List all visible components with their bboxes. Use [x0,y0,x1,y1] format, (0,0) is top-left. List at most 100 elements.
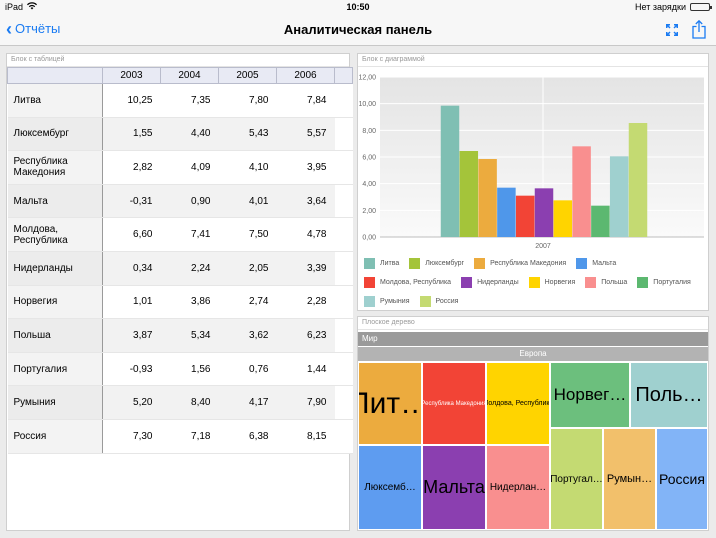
legend-item[interactable]: Португалия [637,276,691,288]
table-cell[interactable]: 1,55 [102,117,161,152]
share-icon[interactable] [692,20,706,39]
treemap-cell[interactable]: Лит… [358,362,422,445]
legend-item[interactable]: Россия [419,295,458,307]
y-tick-label: 2,00 [362,208,376,215]
row-header: Молдова, Республика [7,217,103,252]
treemap-cell[interactable]: Мальта [422,445,486,530]
treemap-cell[interactable]: Люксемб… [358,445,422,530]
table-cell[interactable]: 7,41 [160,217,219,252]
page-title: Аналитическая панель [283,22,433,37]
bar-4 [497,187,516,237]
table-cell[interactable]: 5,34 [160,318,219,353]
bar-3 [478,159,497,237]
treemap-cell[interactable]: Россия [656,428,708,530]
treemap-root-header[interactable]: Мир [358,332,708,346]
table-row[interactable]: Россия 7,30 7,18 6,38 8,15 [7,419,353,454]
legend-item[interactable]: Норвегия [528,276,575,288]
legend-swatch [419,295,431,307]
table-cell[interactable]: 2,82 [102,150,161,185]
table-cell[interactable]: 2,28 [276,285,335,320]
column-header[interactable]: 2005 [218,67,277,84]
table-cell[interactable]: 6,60 [102,217,161,252]
table-cell[interactable]: 4,09 [160,150,219,185]
table-cell[interactable]: 3,64 [276,184,335,219]
legend-label: Польша [601,278,628,286]
table-cell[interactable]: 5,57 [276,117,335,152]
table-cell[interactable]: 4,10 [218,150,277,185]
treemap-cell[interactable]: Поль… [630,362,708,428]
legend-item[interactable]: Польша [585,276,627,288]
table-cell[interactable]: 1,56 [160,352,219,387]
legend-swatch [364,295,375,307]
table-row[interactable]: Молдова, Республика 6,60 7,41 7,50 4,78 [7,217,353,252]
treemap-cell[interactable]: Норвег… [550,362,630,428]
table-block: Блок с таблицей 2003 2004 2005 2006 Литв… [6,53,353,531]
legend-item[interactable]: Молдова, Республика [364,276,451,288]
treemap-cell[interactable]: Республика Македония [422,362,486,445]
table-cell[interactable]: 0,90 [160,184,219,219]
treemap-cell[interactable]: Португал… [550,428,603,530]
table-cell[interactable]: 3,62 [218,318,277,353]
table-cell[interactable]: 7,30 [102,419,161,454]
table-row[interactable]: Румыния 5,20 8,40 4,17 7,90 [7,385,353,420]
back-button[interactable]: ‹ Отчёты [6,20,60,38]
table-cell[interactable]: 5,20 [102,385,161,420]
table-cell[interactable]: 4,01 [218,184,277,219]
treemap-cell[interactable]: Нидерлан… [486,445,550,530]
table-cell[interactable]: 8,40 [160,385,219,420]
table-cell[interactable]: 5,43 [218,117,277,152]
treemap-group-header[interactable]: Европа [358,347,708,361]
table-row[interactable]: Португалия -0,93 1,56 0,76 1,44 [7,352,353,387]
row-filler [334,83,353,118]
table-cell[interactable]: 4,78 [276,217,335,252]
table-cell[interactable]: 7,80 [218,83,277,118]
table-row[interactable]: Люксембург 1,55 4,40 5,43 5,57 [7,117,353,152]
table-row[interactable]: Мальта -0,31 0,90 4,01 3,64 [7,184,353,219]
table-row[interactable]: Республика Македония 2,82 4,09 4,10 3,95 [7,150,353,185]
table-cell[interactable]: 7,18 [160,419,219,454]
legend-item[interactable]: Люксембург [409,257,464,269]
table-cell[interactable]: 2,24 [160,251,219,286]
legend-item[interactable]: Республика Македония [474,257,566,269]
treemap-cell[interactable]: Румын… [603,428,656,530]
table-cell[interactable]: 7,84 [276,83,335,118]
table-cell[interactable]: 2,05 [218,251,277,286]
table-cell[interactable]: 4,40 [160,117,219,152]
table-row[interactable]: Польша 3,87 5,34 3,62 6,23 [7,318,353,353]
table-cell[interactable]: 3,39 [276,251,335,286]
legend-item[interactable]: Мальта [576,257,616,269]
table-row[interactable]: Литва 10,25 7,35 7,80 7,84 [7,83,353,118]
column-header[interactable]: 2004 [160,67,219,84]
table-cell[interactable]: 1,01 [102,285,161,320]
table-cell[interactable]: 7,50 [218,217,277,252]
table-cell[interactable]: 0,34 [102,251,161,286]
table-row[interactable]: Норвегия 1,01 3,86 2,74 2,28 [7,285,353,320]
table-cell[interactable]: 6,23 [276,318,335,353]
table-cell[interactable]: -0,93 [102,352,161,387]
table-cell[interactable]: 10,25 [102,83,161,118]
table-cell[interactable]: 3,86 [160,285,219,320]
table-cell[interactable]: 0,76 [218,352,277,387]
y-tick-label: 8,00 [362,128,376,135]
column-header[interactable]: 2006 [276,67,335,84]
table-cell[interactable]: 1,44 [276,352,335,387]
table-cell[interactable]: 3,95 [276,150,335,185]
table-cell[interactable]: 7,90 [276,385,335,420]
table-cell[interactable]: 8,15 [276,419,335,454]
table-cell[interactable]: 7,35 [160,83,219,118]
bar-chart: 0,00 2,00 4,00 6,00 8,00 10,00 12,00 2007 [358,75,704,250]
table-row[interactable]: Нидерланды 0,34 2,24 2,05 3,39 [7,251,353,286]
table-cell[interactable]: 3,87 [102,318,161,353]
column-header[interactable]: 2003 [102,67,161,84]
table-cell[interactable]: 2,74 [218,285,277,320]
treemap-cell[interactable]: Молдова, Республика [486,362,550,445]
table-cell[interactable]: 6,38 [218,419,277,454]
legend-item[interactable]: Литва [364,257,399,269]
legend-item[interactable]: Нидерланды [461,276,519,288]
table-cell[interactable]: -0,31 [102,184,161,219]
legend-item[interactable]: Румыния [364,295,410,307]
legend-label: Мальта [592,259,617,267]
table-cell[interactable]: 4,17 [218,385,277,420]
fullscreen-icon[interactable] [666,23,678,36]
